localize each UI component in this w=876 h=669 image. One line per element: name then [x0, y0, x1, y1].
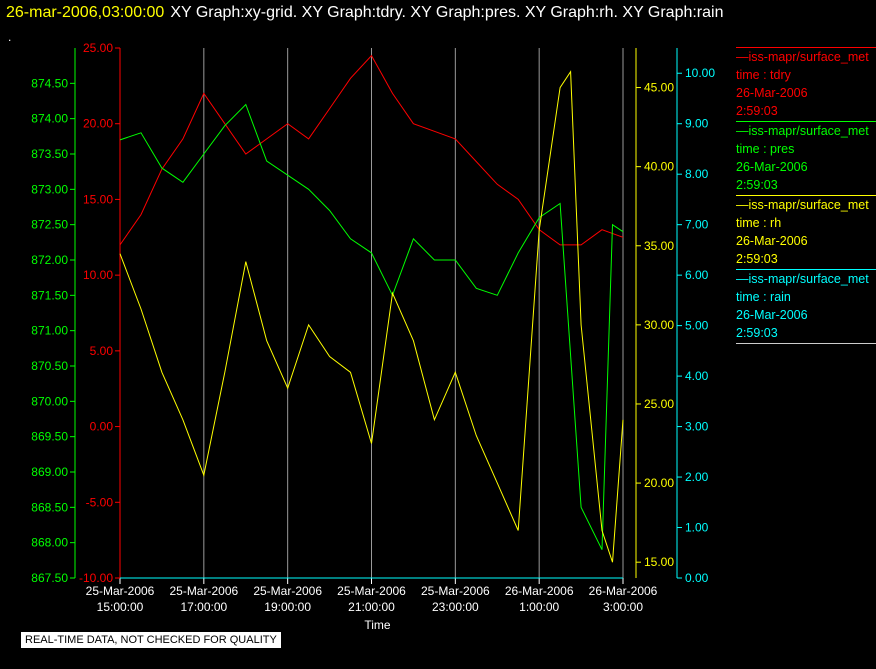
legend-date: 26-Mar-2006 — [736, 308, 808, 322]
pres-tick-label: 869.50 — [31, 430, 68, 444]
pres-tick-label: 874.50 — [31, 76, 68, 90]
rh-tick-label: 20.00 — [644, 476, 674, 490]
pres-tick-label: 872.50 — [31, 218, 68, 232]
pres-tick-label: 874.00 — [31, 112, 68, 126]
legend-date: 26-Mar-2006 — [736, 86, 808, 100]
tdry-tick-label: -10.00 — [79, 571, 113, 585]
tdry-tick-label: 15.00 — [83, 192, 113, 206]
rain-tick-label: 6.00 — [685, 268, 709, 282]
tdry-tick-label: 20.00 — [83, 117, 113, 131]
rain-tick-label: 3.00 — [685, 420, 709, 434]
pres-tick-label: 871.50 — [31, 288, 68, 302]
x-tick-label-time: 21:00:00 — [348, 600, 395, 614]
tdry-tick-label: 25.00 — [83, 41, 113, 55]
legend-separator — [736, 121, 876, 122]
rh-tick-label: 40.00 — [644, 160, 674, 174]
x-axis-label: Time — [364, 618, 391, 632]
legend-series-name: —iss-mapr/surface_met — [736, 198, 869, 212]
rh-tick-label: 15.00 — [644, 555, 674, 569]
legend-time: 2:59:03 — [736, 326, 778, 340]
x-tick-label-date: 25-Mar-2006 — [169, 584, 238, 598]
tdry-tick-label: 10.00 — [83, 268, 113, 282]
rain-tick-label: 8.00 — [685, 167, 709, 181]
pres-tick-label: 872.00 — [31, 253, 68, 267]
rh-tick-label: 30.00 — [644, 318, 674, 332]
rain-tick-label: 2.00 — [685, 470, 709, 484]
legend-field: time : rh — [736, 216, 782, 230]
pres-tick-label: 873.50 — [31, 147, 68, 161]
x-tick-label-time: 17:00:00 — [180, 600, 227, 614]
pres-tick-label: 873.00 — [31, 182, 68, 196]
legend-field: time : tdry — [736, 68, 791, 82]
x-tick-label-time: 19:00:00 — [264, 600, 311, 614]
legend-separator — [736, 343, 876, 344]
x-tick-label-time: 1:00:00 — [519, 600, 559, 614]
pres-tick-label: 867.50 — [31, 571, 68, 585]
title-graphs: XY Graph:xy-grid. XY Graph:tdry. XY Grap… — [170, 4, 724, 21]
series-rh-line — [119, 70, 624, 563]
pres-tick-label: 871.00 — [31, 324, 68, 338]
quality-notice: REAL-TIME DATA, NOT CHECKED FOR QUALITY — [20, 631, 282, 649]
pres-tick-label: 868.50 — [31, 500, 68, 514]
legend-separator — [736, 195, 876, 196]
legend-time: 2:59:03 — [736, 252, 778, 266]
legend-series-name: —iss-mapr/surface_met — [736, 50, 869, 64]
rh-tick-label: 25.00 — [644, 397, 674, 411]
legend-separator — [736, 269, 876, 270]
x-tick-label-date: 25-Mar-2006 — [253, 584, 322, 598]
pres-tick-label: 870.50 — [31, 359, 68, 373]
x-tick-label-time: 23:00:00 — [432, 600, 479, 614]
rain-tick-label: 1.00 — [685, 521, 709, 535]
rain-tick-label: 9.00 — [685, 117, 709, 131]
legend-date: 26-Mar-2006 — [736, 234, 808, 248]
x-tick-label-date: 25-Mar-2006 — [421, 584, 490, 598]
rh-tick-label: 45.00 — [644, 81, 674, 95]
x-tick-label-date: 26-Mar-2006 — [589, 584, 658, 598]
legend-field: time : rain — [736, 290, 791, 304]
rain-tick-label: 10.00 — [685, 66, 715, 80]
legend-series-name: —iss-mapr/surface_met — [736, 272, 869, 286]
x-tick-label-date: 26-Mar-2006 — [505, 584, 574, 598]
x-tick-label-time: 15:00:00 — [97, 600, 144, 614]
rain-tick-label: 5.00 — [685, 319, 709, 333]
legend-time: 2:59:03 — [736, 178, 778, 192]
x-tick-label-time: 3:00:00 — [603, 600, 643, 614]
status-dot: . — [8, 30, 12, 44]
title-time: 26-mar-2006,03:00:00 — [6, 4, 165, 21]
rain-tick-label: 4.00 — [685, 369, 709, 383]
legend-date: 26-Mar-2006 — [736, 160, 808, 174]
x-tick-label-date: 25-Mar-2006 — [86, 584, 155, 598]
legend-time: 2:59:03 — [736, 104, 778, 118]
legend-separator — [736, 47, 876, 48]
rain-tick-label: 0.00 — [685, 571, 709, 585]
legend-field: time : pres — [736, 142, 795, 156]
rain-tick-label: 7.00 — [685, 218, 709, 232]
tdry-tick-label: 5.00 — [90, 344, 114, 358]
tdry-tick-label: -5.00 — [86, 495, 114, 509]
pres-tick-label: 869.00 — [31, 465, 68, 479]
pres-tick-label: 870.00 — [31, 394, 68, 408]
rh-tick-label: 35.00 — [644, 239, 674, 253]
graph-title: 26-mar-2006,03:00:00 XY Graph:xy-grid. XY… — [6, 2, 723, 24]
legend-series-name: —iss-mapr/surface_met — [736, 124, 869, 138]
legend: —iss-mapr/surface_met time : tdry 26-Mar-2… — [736, 46, 876, 344]
x-tick-label-date: 25-Mar-2006 — [337, 584, 406, 598]
series-pres-line — [119, 103, 624, 550]
pres-tick-label: 868.00 — [31, 536, 68, 550]
tdry-tick-label: 0.00 — [90, 420, 114, 434]
